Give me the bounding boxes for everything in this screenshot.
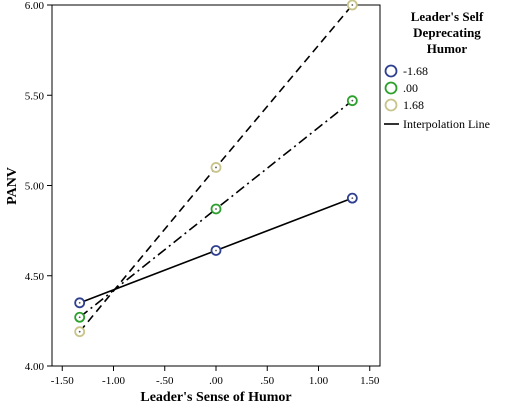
legend-title-line-1: Leader's Self [411, 9, 484, 24]
x-tick-label: -1.00 [102, 375, 125, 387]
x-tick-label: .50 [260, 375, 274, 387]
data-point-center [351, 4, 354, 6]
data-point-center [78, 330, 81, 333]
data-point-center [215, 208, 217, 210]
data-point-center [78, 301, 81, 304]
legend-label: -1.68 [403, 64, 428, 78]
y-tick-label: 5.50 [25, 90, 45, 102]
x-tick-label: -.50 [156, 375, 174, 387]
legend-label: .00 [403, 81, 418, 95]
legend-marker [384, 64, 398, 78]
x-tick-label: -1.50 [51, 375, 74, 387]
x-axis-title: Leader's Sense of Humor [140, 390, 291, 405]
y-tick-label: 4.50 [25, 271, 45, 283]
y-axis-ticks: 4.00 4.50 5.00 5.50 6.00 [25, 0, 52, 373]
y-axis-title: PANV [5, 167, 20, 205]
data-point-center [351, 99, 354, 102]
data-point-center [215, 249, 217, 252]
data-point-center [78, 316, 81, 319]
y-tick-label: 6.00 [25, 0, 45, 12]
legend-label: 1.68 [403, 98, 424, 112]
legend-title-line-2: Deprecating [413, 25, 481, 40]
x-tick-label: 1.00 [309, 375, 329, 387]
legend-line-label: Interpolation Line [403, 117, 490, 131]
y-tick-label: 5.00 [25, 181, 45, 193]
y-tick-label: 4.00 [25, 361, 45, 373]
legend-marker [384, 98, 398, 112]
x-axis-ticks: -1.50 -1.00 -.50 .00 .50 1.00 1.50 [51, 366, 380, 387]
data-point-center [351, 197, 354, 200]
series-points [74, 0, 358, 338]
x-tick-label: 1.50 [360, 375, 380, 387]
legend-title-line-3: Humor [427, 41, 468, 56]
x-tick-label: .00 [209, 375, 223, 387]
legend-marker [384, 81, 398, 95]
data-point-center [215, 166, 217, 169]
plot-frame [51, 4, 381, 367]
legend: Leader's Self Deprecating Humor -1.68 .00… [384, 9, 490, 131]
